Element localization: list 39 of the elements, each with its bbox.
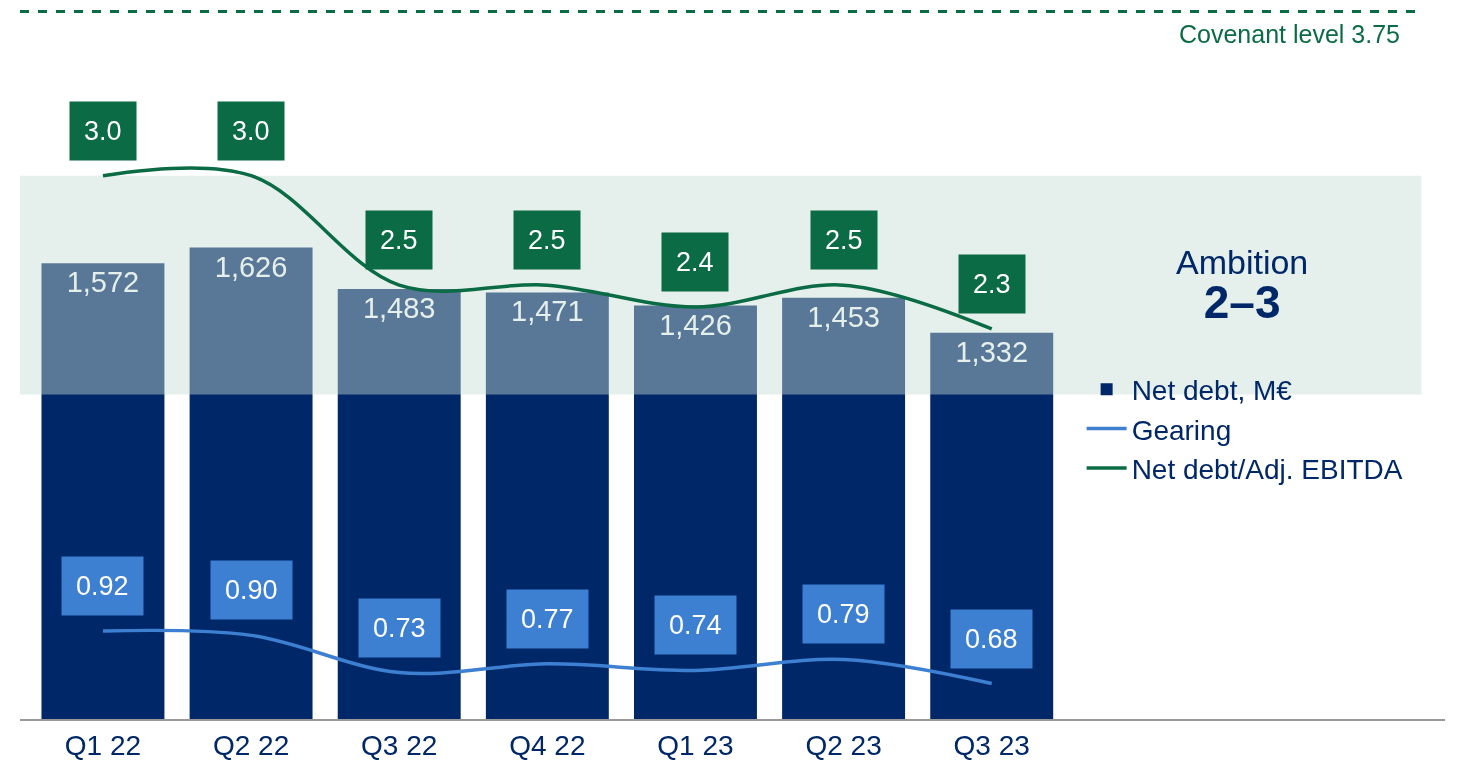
ref-line-label: Covenant level 3.75 bbox=[1179, 20, 1400, 48]
data-label: 2.5 bbox=[528, 225, 566, 255]
data-label: 1,572 bbox=[66, 266, 140, 299]
bar bbox=[930, 332, 1054, 719]
legend-label: Gearing bbox=[1131, 414, 1232, 446]
x-tick-label: Q4 22 bbox=[509, 729, 586, 761]
data-label: 2.4 bbox=[676, 247, 714, 277]
data-label: 0.73 bbox=[373, 613, 426, 643]
x-tick-label: Q3 23 bbox=[953, 729, 1030, 761]
band-label: Ambition 2–3 bbox=[1176, 243, 1309, 329]
data-label: 1,332 bbox=[955, 335, 1029, 368]
data-label: 0.77 bbox=[521, 604, 574, 634]
bar bbox=[189, 247, 313, 719]
data-label: 0.92 bbox=[76, 571, 129, 601]
legend-label: Net debt/Adj. EBITDA bbox=[1131, 453, 1403, 485]
bar bbox=[41, 263, 165, 719]
data-label: 1,471 bbox=[511, 295, 584, 328]
data-label: 1,626 bbox=[214, 250, 288, 283]
x-tick-label: Q2 22 bbox=[212, 729, 290, 761]
bar bbox=[633, 305, 757, 719]
data-label: 2.3 bbox=[973, 269, 1011, 299]
data-label: 0.68 bbox=[965, 624, 1018, 654]
data-label: 2.5 bbox=[380, 225, 418, 255]
data-label: 2.5 bbox=[825, 225, 863, 255]
data-label: 0.74 bbox=[669, 610, 722, 640]
data-label: 3.0 bbox=[232, 116, 270, 146]
bar bbox=[337, 288, 461, 719]
data-label: 0.90 bbox=[225, 575, 278, 605]
x-tick-label: Q3 22 bbox=[361, 729, 438, 761]
x-tick-label: Q1 23 bbox=[657, 729, 734, 761]
data-label: 1,483 bbox=[362, 291, 436, 324]
x-tick-label: Q2 23 bbox=[805, 729, 882, 761]
bar bbox=[485, 292, 609, 719]
data-label: 1,426 bbox=[659, 308, 732, 341]
data-label: 1,453 bbox=[807, 300, 880, 333]
data-label: 3.0 bbox=[84, 116, 122, 146]
x-tick-label: Q1 22 bbox=[64, 729, 142, 761]
legend-label: Net debt, M€ bbox=[1131, 375, 1293, 407]
data-label: 0.79 bbox=[817, 599, 870, 629]
